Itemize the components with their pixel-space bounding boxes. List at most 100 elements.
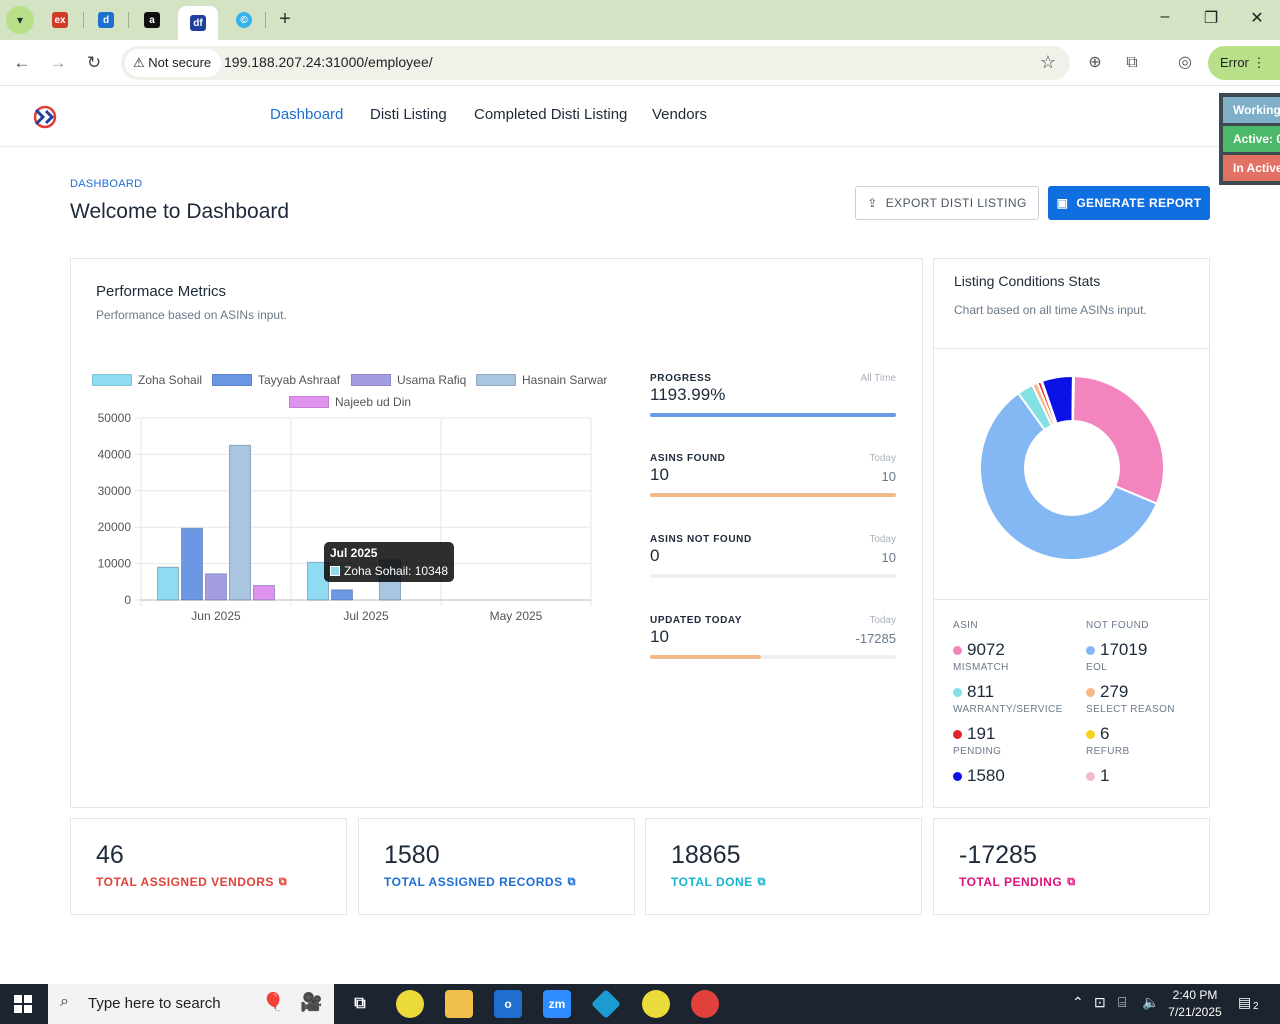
network-icon[interactable]: ⌸ <box>1118 994 1127 1010</box>
upload-icon: ⇪ <box>867 196 878 210</box>
external-link-icon: ⧉ <box>567 875 576 888</box>
clock-time[interactable]: 2:40 PM <box>1172 988 1218 1002</box>
tab-2[interactable]: d <box>92 6 120 34</box>
status-panel: Working Active: 0 In Active <box>1219 93 1280 185</box>
bar-zoha-sohail[interactable] <box>157 566 179 601</box>
kpi-link[interactable]: TOTAL ASSIGNED VENDORS ⧉ <box>96 875 287 889</box>
bar-tayyab-ashraaf[interactable] <box>181 527 203 601</box>
clock-date[interactable]: 7/21/2025 <box>1168 1005 1222 1019</box>
new-tab-button[interactable]: + <box>279 8 291 30</box>
tooltip-label: Zoha Sohail: 10348 <box>344 564 449 578</box>
not-secure-chip[interactable]: ⚠ Not secure <box>125 49 222 77</box>
windows-start-icon[interactable] <box>14 995 32 1013</box>
browser-tab-bar: ▾ ex d a df © + – ❐ ✕ <box>0 0 1280 40</box>
tooltip-title: Jul 2025 <box>330 546 378 560</box>
chrome-profile-icon[interactable] <box>642 990 670 1018</box>
profile-error-button[interactable]: Error ⋮ <box>1208 46 1280 80</box>
profile-icon[interactable]: ◎ <box>1178 54 1192 71</box>
tray-chevron-icon[interactable]: ⌃ <box>1072 994 1084 1010</box>
metric-progress-track <box>650 413 896 417</box>
legend-label: Hasnain Sarwar <box>522 373 608 387</box>
metric-progress: PROGRESS All Time 1193.99% <box>650 373 896 421</box>
stat-label: NOT FOUND <box>1086 620 1149 631</box>
omnibox[interactable]: ⚠ Not secure 199.188.207.24:31000/employ… <box>121 46 1070 80</box>
stat-dot <box>1086 645 1095 655</box>
status-working[interactable]: Working <box>1223 97 1280 123</box>
close-window-icon[interactable]: ✕ <box>1250 10 1264 27</box>
zoom-icon[interactable]: zm <box>543 990 571 1018</box>
search-placeholder: Type here to search <box>88 995 221 1012</box>
chrome-second-icon[interactable] <box>691 990 719 1018</box>
reload-icon[interactable]: ↻ <box>86 53 102 72</box>
donut-slice[interactable] <box>1071 374 1165 505</box>
legend-item[interactable]: Najeeb ud Din <box>289 395 411 409</box>
tooltip-row: Zoha Sohail: 10348 <box>330 564 448 578</box>
metric-progress-track <box>650 574 896 578</box>
warning-icon: ⚠ <box>133 55 149 70</box>
generate-report-button[interactable]: ▣ GENERATE REPORT <box>1048 186 1210 220</box>
export-disti-listing-button[interactable]: ⇪ EXPORT DISTI LISTING <box>855 186 1039 220</box>
taskbar-search[interactable]: ⌕ Type here to search 🎈 🎥 <box>48 984 334 1024</box>
ex-favicon: ex <box>52 12 68 28</box>
kpi-link[interactable]: TOTAL PENDING ⧉ <box>959 875 1076 889</box>
tab-3[interactable]: a <box>138 6 166 34</box>
nav-dashboard[interactable]: Dashboard <box>270 106 344 123</box>
nav-vendors[interactable]: Vendors <box>652 106 708 123</box>
chrome-icon[interactable] <box>396 990 424 1018</box>
legend-item[interactable]: Tayyab Ashraaf <box>212 373 340 387</box>
kebab-menu-icon: ⋮ <box>1252 55 1266 70</box>
stat-value: 17019 <box>1086 640 1147 660</box>
extensions-icon[interactable]: ⧉ <box>1126 54 1138 71</box>
restore-icon[interactable]: ❐ <box>1203 10 1219 27</box>
metric-progress-fill <box>650 493 896 497</box>
metric-progress-track <box>650 655 896 659</box>
kpi-link[interactable]: TOTAL DONE ⧉ <box>671 875 766 889</box>
donut-slice[interactable] <box>979 391 1159 561</box>
tab-search-button[interactable]: ▾ <box>6 6 34 34</box>
donut-slice[interactable] <box>1071 374 1076 423</box>
url-text[interactable]: 199.188.207.24:31000/employee/ <box>224 54 433 70</box>
nav-completed-disti-listing[interactable]: Completed Disti Listing <box>474 106 628 123</box>
tab-1[interactable]: ex <box>46 6 74 34</box>
stat-dot <box>953 729 962 739</box>
bar-tayyab-ashraaf[interactable] <box>331 589 353 601</box>
external-link-icon: ⧉ <box>757 875 767 888</box>
tab-4-active[interactable]: df <box>178 6 218 40</box>
status-inactive[interactable]: In Active <box>1223 155 1280 181</box>
minimize-icon[interactable]: – <box>1160 8 1170 25</box>
stat-number: 1 <box>1100 766 1110 785</box>
legend-item[interactable]: Zoha Sohail <box>92 373 202 387</box>
file-explorer-icon[interactable] <box>445 990 473 1018</box>
diamond-app-icon[interactable] <box>591 989 621 1019</box>
nav-disti-listing[interactable]: Disti Listing <box>370 106 447 123</box>
stat-number: 6 <box>1100 724 1110 743</box>
bar-hasnain-sarwar[interactable] <box>229 444 251 601</box>
notifications-icon[interactable]: ▤ <box>1238 994 1252 1010</box>
forward-arrow-icon[interactable]: → <box>49 53 67 72</box>
stat-number: 191 <box>967 724 996 743</box>
stat-number: 17019 <box>1100 640 1148 659</box>
bar-najeeb-ud-din[interactable] <box>253 584 275 601</box>
brand-logo[interactable] <box>32 104 58 130</box>
outlook-icon[interactable]: o <box>494 990 522 1018</box>
legend-item[interactable]: Hasnain Sarwar <box>476 373 607 387</box>
stat-value: 1 <box>1086 766 1109 786</box>
df-favicon: df <box>190 15 206 31</box>
stat-dot <box>953 687 962 697</box>
translate-icon[interactable]: ⊕ <box>1088 54 1102 71</box>
kpi-link[interactable]: TOTAL ASSIGNED RECORDS ⧉ <box>384 875 576 889</box>
y-tick-label: 20000 <box>98 520 132 534</box>
legend-swatch <box>351 374 391 386</box>
tab-5[interactable]: © <box>230 6 258 34</box>
status-active[interactable]: Active: 0 <box>1223 126 1280 152</box>
bar-usama-rafiq[interactable] <box>205 573 227 601</box>
tray-app-icon[interactable]: ⊡ <box>1094 994 1106 1010</box>
kpi-card: 18865 TOTAL DONE ⧉ <box>645 818 922 915</box>
volume-icon[interactable]: 🔈 <box>1142 994 1160 1010</box>
divider <box>934 348 1209 349</box>
task-view-icon[interactable]: ⧉ <box>354 995 366 1012</box>
legend-item[interactable]: Usama Rafiq <box>351 373 466 387</box>
back-arrow-icon[interactable]: ← <box>13 53 31 72</box>
bookmark-star-icon[interactable]: ☆ <box>1039 52 1056 72</box>
listing-donut-chart <box>979 374 1165 561</box>
